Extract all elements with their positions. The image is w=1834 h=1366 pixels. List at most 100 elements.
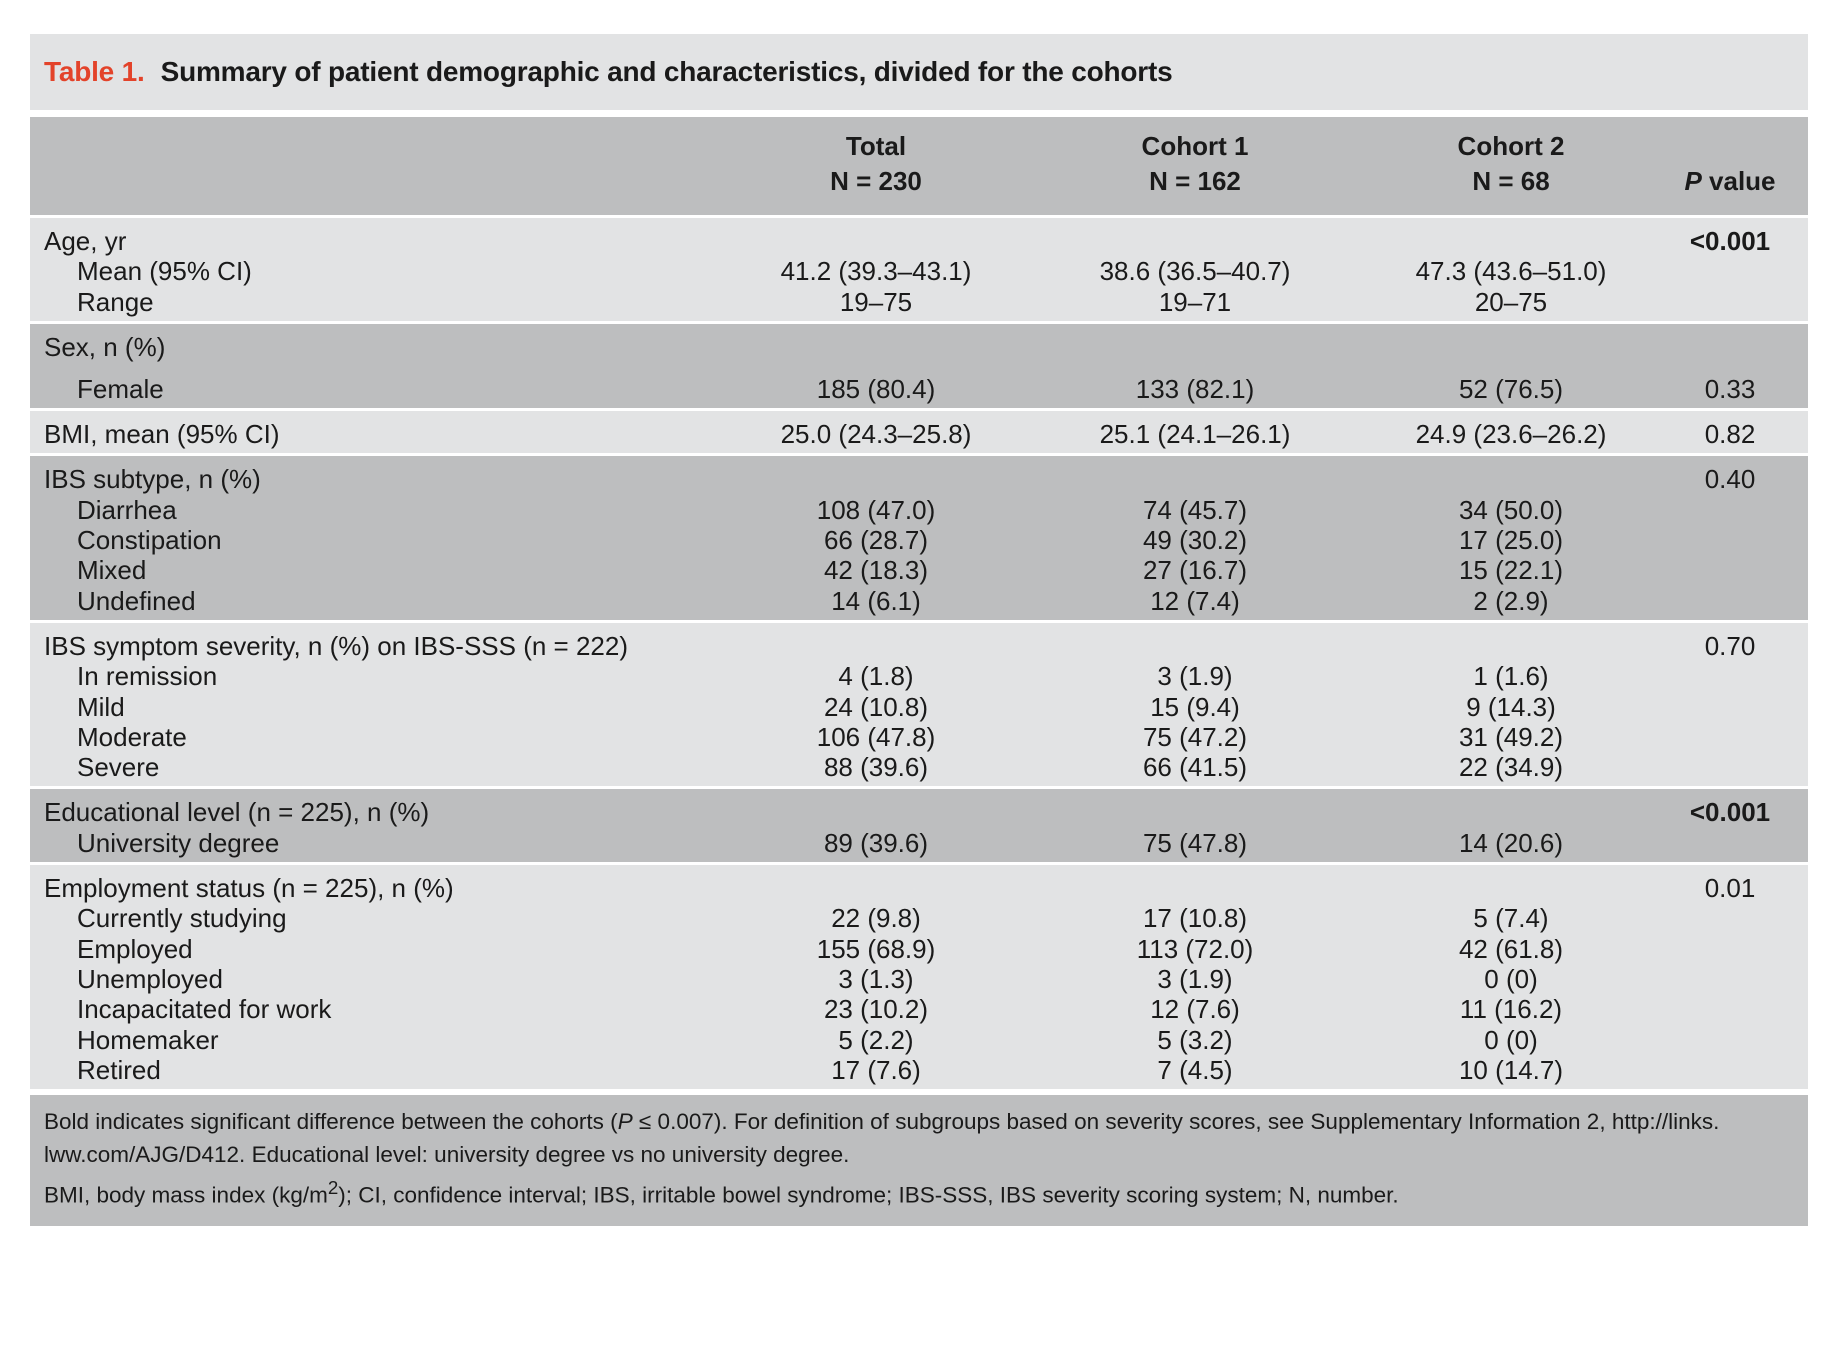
table-footnote: Bold indicates significant difference be… <box>30 1092 1808 1226</box>
cell-cohort2: 9 (14.3) <box>1466 691 1556 722</box>
cell-cohort2: 31 (49.2) <box>1458 721 1564 752</box>
cell-cohort2: 24.9 (23.6–26.2) <box>1415 419 1607 450</box>
table-row: Diarrhea 108 (47.0) 74 (45.7) 34 (50.0) <box>30 493 1808 525</box>
cell-total: 23 (10.2) <box>823 994 929 1025</box>
cell-cohort1: 3 (1.9) <box>1157 963 1233 994</box>
footnote-3sup: 2 <box>327 1177 339 1199</box>
cell-cohort1: 3 (1.9) <box>1157 661 1233 692</box>
cell-cohort1: 25.1 (24.1–26.1) <box>1099 419 1291 450</box>
row-label: IBS subtype, n (%) <box>44 464 261 495</box>
row-label: Homemaker <box>77 1024 219 1055</box>
header-cohort2-name: Cohort 2 <box>1457 131 1565 161</box>
row-label: Female <box>77 373 164 404</box>
row-label: Diarrhea <box>77 494 177 525</box>
table-row: Mean (95% CI) 41.2 (39.3–43.1) 38.6 (36.5–… <box>30 254 1808 286</box>
cell-pvalue: 0.33 <box>1704 373 1756 404</box>
cell-cohort1: 113 (72.0) <box>1136 933 1254 964</box>
cell-cohort1: 17 (10.8) <box>1142 903 1248 934</box>
cell-cohort2: 11 (16.2) <box>1459 994 1563 1025</box>
row-label: Incapacitated for work <box>77 994 332 1025</box>
cell-pvalue: 0.70 <box>1704 630 1756 661</box>
row-label: Employment status (n = 225), n (%) <box>44 873 454 904</box>
cell-cohort2: 10 (14.7) <box>1458 1054 1564 1085</box>
header-cohort2: Cohort 2 N = 68 <box>1341 129 1681 199</box>
table-row: Currently studying 22 (9.8) 17 (10.8) 5 (7.… <box>30 901 1808 933</box>
table-row: BMI, mean (95% CI) 25.0 (24.3–25.8) 25.1 (… <box>30 417 1808 449</box>
cell-total: 19–75 <box>839 286 913 317</box>
cell-total: 155 (68.9) <box>816 933 936 964</box>
table-title: Summary of patient demographic and chara… <box>160 56 1173 87</box>
table-row: Range 19–75 19–71 20–75 <box>30 285 1808 317</box>
cell-total: 106 (47.8) <box>816 721 936 752</box>
cell-cohort2: 52 (76.5) <box>1458 373 1564 404</box>
cell-total: 66 (28.7) <box>823 525 929 556</box>
cell-total: 25.0 (24.3–25.8) <box>780 419 972 450</box>
table-number: Table 1. <box>44 56 145 87</box>
row-label: BMI, mean (95% CI) <box>44 419 280 450</box>
row-group: BMI, mean (95% CI) 25.0 (24.3–25.8) 25.1 (… <box>30 411 1808 457</box>
cell-cohort2: 1 (1.6) <box>1473 661 1549 692</box>
row-group: IBS symptom severity, n (%) on IBS-SSS (… <box>30 622 1808 790</box>
cell-total: 89 (39.6) <box>823 827 929 858</box>
table-row: Incapacitated for work 23 (10.2) 12 (7.6) 1… <box>30 992 1808 1024</box>
row-label: Educational level (n = 225), n (%) <box>44 797 430 828</box>
row-group: Sex, n (%) Female 185 (80.4) 133 (82.1) 52 (… <box>30 323 1808 412</box>
header-cohort1: Cohort 1 N = 162 <box>1025 129 1365 199</box>
cell-cohort2: 34 (50.0) <box>1458 494 1564 525</box>
table-header: Total N = 230 Cohort 1 N = 162 Cohort 2 … <box>30 114 1808 218</box>
header-pvalue: P value <box>1670 164 1790 199</box>
table-row: Employed 155 (68.9) 113 (72.0) 42 (61.8) <box>30 932 1808 964</box>
row-label: Moderate <box>77 721 187 752</box>
table-row: Unemployed 3 (1.3) 3 (1.9) 0 (0) <box>30 962 1808 994</box>
row-label: Sex, n (%) <box>44 331 166 362</box>
cell-pvalue: 0.82 <box>1704 419 1756 450</box>
header-pvalue-p: P <box>1684 166 1702 196</box>
table-row: Homemaker 5 (2.2) 5 (3.2) 0 (0) <box>30 1023 1808 1055</box>
cell-total: 3 (1.3) <box>838 963 914 994</box>
row-label: Severe <box>77 752 160 783</box>
row-label: Currently studying <box>77 903 287 934</box>
cell-cohort1: 133 (82.1) <box>1135 373 1255 404</box>
cell-total: 41.2 (39.3–43.1) <box>780 256 972 287</box>
cell-total: 88 (39.6) <box>823 752 929 783</box>
cell-cohort1: 75 (47.8) <box>1142 827 1248 858</box>
cell-cohort2: 20–75 <box>1474 286 1548 317</box>
footnote-line-2: lww.com/AJG/D412. Educational level: uni… <box>44 1142 850 1168</box>
header-pvalue-rest: value <box>1701 166 1776 196</box>
footnote-3b: ); CI, confidence interval; IBS, irritab… <box>338 1182 1399 1208</box>
header-total-n: N = 230 <box>830 166 922 196</box>
cell-total: 24 (10.8) <box>823 691 929 722</box>
table-row: Sex, n (%) <box>30 330 1808 372</box>
cell-cohort2: 5 (7.4) <box>1473 903 1549 934</box>
cell-total: 108 (47.0) <box>816 494 936 525</box>
cell-cohort2: 22 (34.9) <box>1458 752 1564 783</box>
cell-cohort1: 49 (30.2) <box>1142 525 1248 556</box>
table-row: IBS symptom severity, n (%) on IBS-SSS (… <box>30 629 1808 661</box>
table-caption: Table 1. Summary of patient demographic … <box>30 34 1808 114</box>
row-group: Employment status (n = 225), n (%) 0.01 Cu… <box>30 865 1808 1093</box>
cell-cohort2: 0 (0) <box>1484 1024 1538 1055</box>
cell-cohort1: 66 (41.5) <box>1142 752 1248 783</box>
cell-cohort2: 15 (22.1) <box>1458 555 1564 586</box>
table-body: Age, yr <0.001 Mean (95% CI) 41.2 (39.3–43.… <box>30 218 1808 1093</box>
table-row: Educational level (n = 225), n (%) <0.001 <box>30 795 1808 827</box>
table-row: Mixed 42 (18.3) 27 (16.7) 15 (22.1) <box>30 553 1808 585</box>
cell-total: 22 (9.8) <box>831 903 921 934</box>
table-row: Mild 24 (10.8) 15 (9.4) 9 (14.3) <box>30 690 1808 722</box>
row-label: Mean (95% CI) <box>77 256 252 287</box>
header-cohort1-n: N = 162 <box>1149 166 1241 196</box>
row-label: Unemployed <box>77 963 223 994</box>
row-label: Retired <box>77 1054 161 1085</box>
row-label: Employed <box>77 933 193 964</box>
cell-cohort1: 27 (16.7) <box>1142 555 1248 586</box>
table-row: Female 185 (80.4) 133 (82.1) 52 (76.5) 0.33 <box>30 372 1808 404</box>
footnote-3a: BMI, body mass index (kg/m <box>44 1182 328 1208</box>
table-row: Constipation 66 (28.7) 49 (30.2) 17 (25.0) <box>30 523 1808 555</box>
row-label: Constipation <box>77 525 222 556</box>
header-total-name: Total <box>845 131 907 161</box>
row-label: Range <box>77 286 154 317</box>
table-row: Age, yr <0.001 <box>30 224 1808 256</box>
cell-cohort1: 7 (4.5) <box>1157 1054 1233 1085</box>
cell-cohort1: 12 (7.4) <box>1150 585 1240 616</box>
cell-total: 17 (7.6) <box>831 1054 921 1085</box>
